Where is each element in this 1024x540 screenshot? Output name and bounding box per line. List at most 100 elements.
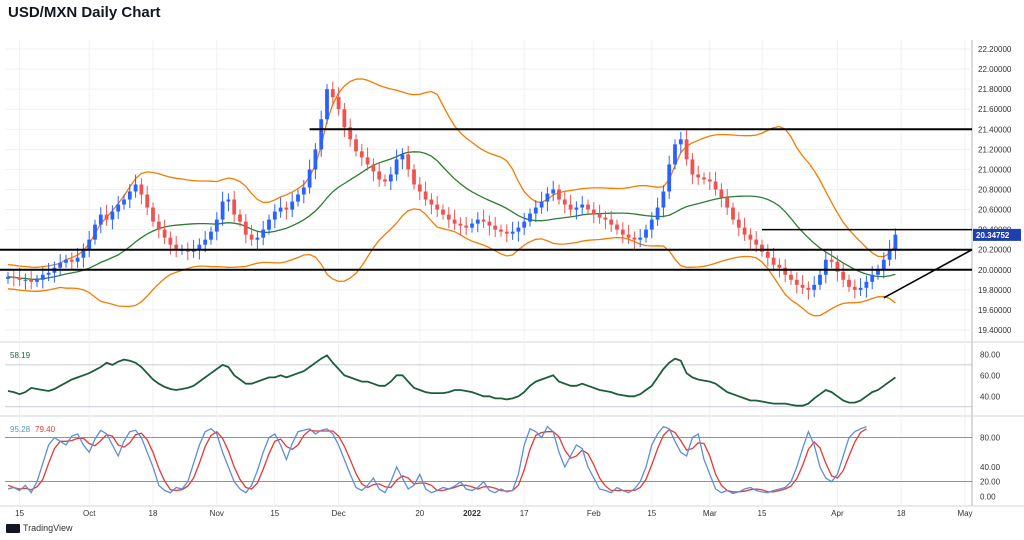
time-tick-label: 15	[270, 509, 279, 518]
candle-body	[81, 249, 86, 258]
candle-body	[881, 259, 886, 270]
candle-body	[168, 237, 173, 245]
candle-body	[191, 249, 196, 252]
candle-body	[464, 225, 469, 228]
candle-body	[238, 214, 242, 222]
candle-body	[551, 189, 556, 194]
candle-body	[46, 272, 51, 275]
candle-body	[603, 217, 608, 220]
candle-body	[887, 249, 892, 260]
stoch-tick-label: 0.00	[980, 492, 996, 501]
candle-body	[539, 201, 544, 208]
time-tick-label: 15	[758, 509, 767, 518]
candle-body	[272, 211, 277, 220]
candle-body	[243, 221, 248, 235]
grid	[0, 40, 1024, 507]
candle-body	[35, 279, 39, 282]
time-tick-label: May	[957, 509, 972, 518]
candle-body	[678, 139, 683, 145]
price-tick-label: 22.00000	[978, 65, 1012, 74]
time-tick-label: Oct	[83, 509, 96, 518]
candle-body	[417, 184, 422, 192]
candle-body	[562, 199, 567, 205]
candle-body	[696, 174, 701, 178]
candle-body	[748, 234, 753, 240]
candle-body	[655, 207, 660, 220]
candle-body	[394, 159, 399, 175]
candle-body	[156, 221, 161, 230]
candle-body	[841, 271, 846, 280]
candle-body	[93, 224, 97, 240]
candle-body	[145, 194, 150, 208]
rsi-panel: 80.00 60.00 40.00 58.19	[5, 350, 1001, 408]
candle-body	[412, 169, 416, 185]
candle-body	[667, 164, 672, 192]
candle-body	[377, 171, 382, 180]
price-tick-label: 20.80000	[978, 185, 1012, 194]
price-tick-label: 21.60000	[978, 105, 1012, 114]
candle-body	[626, 234, 631, 238]
candle-body	[632, 237, 637, 240]
candle-body	[557, 189, 561, 200]
candle-body	[40, 274, 45, 280]
time-tick-label: Apr	[831, 509, 844, 518]
time-tick-label: 18	[897, 509, 906, 518]
candle-body	[23, 279, 28, 281]
candle-body	[522, 221, 527, 228]
tradingview-logo: TradingView	[6, 523, 73, 533]
candle-body	[847, 279, 851, 287]
candle-body	[731, 207, 735, 220]
candle-body	[110, 211, 115, 220]
rsi-value-label: 58.19	[10, 351, 31, 360]
candle-body	[713, 181, 718, 190]
candle-body	[638, 237, 643, 240]
candle-body	[864, 281, 869, 288]
candle-body	[818, 274, 822, 285]
candle-body	[29, 279, 34, 282]
candle-body	[504, 231, 509, 234]
candle-body	[296, 194, 300, 202]
candle-body	[330, 89, 335, 98]
price-tick-label: 21.80000	[978, 85, 1012, 94]
candle-body	[301, 187, 306, 195]
candle-body	[765, 251, 770, 258]
candle-body	[441, 209, 445, 215]
candle-body	[127, 191, 132, 200]
stoch-tick-label: 80.00	[980, 434, 1001, 443]
candle-body	[574, 207, 579, 210]
candle-body	[365, 157, 370, 165]
candle-body	[406, 154, 411, 170]
candle-body	[64, 259, 68, 263]
candle-body	[580, 204, 585, 208]
candle-body	[719, 189, 724, 198]
bollinger-bands	[7, 78, 896, 317]
candle-body	[586, 204, 590, 210]
candle-body	[510, 231, 515, 234]
candle-body	[98, 214, 103, 225]
candle-body	[783, 267, 788, 275]
candle-body	[852, 286, 857, 290]
candle-body	[644, 229, 648, 238]
stoch-d-value-label: 79.40	[35, 425, 56, 434]
candle-body	[591, 209, 596, 215]
candle-body	[742, 227, 747, 235]
candle-body	[707, 179, 712, 182]
candle-body	[661, 191, 666, 208]
candle-body	[829, 259, 834, 262]
candle-body	[336, 97, 341, 110]
price-axis: 22.20000 22.00000 21.80000 21.60000 21.40000…	[973, 45, 1021, 335]
candle-body	[702, 177, 706, 180]
candle-body	[725, 197, 730, 208]
bollinger-upper	[7, 78, 896, 268]
candle-body	[835, 261, 840, 272]
candle-body	[307, 169, 312, 188]
price-tick-label: 19.40000	[978, 326, 1012, 335]
candle-body	[800, 284, 805, 288]
time-tick-label: 17	[520, 509, 529, 518]
candle-body	[232, 199, 237, 215]
candle-body	[673, 144, 677, 165]
price-tick-label: 21.20000	[978, 145, 1012, 154]
candle-body	[174, 244, 179, 250]
time-tick-label: 20	[415, 509, 424, 518]
